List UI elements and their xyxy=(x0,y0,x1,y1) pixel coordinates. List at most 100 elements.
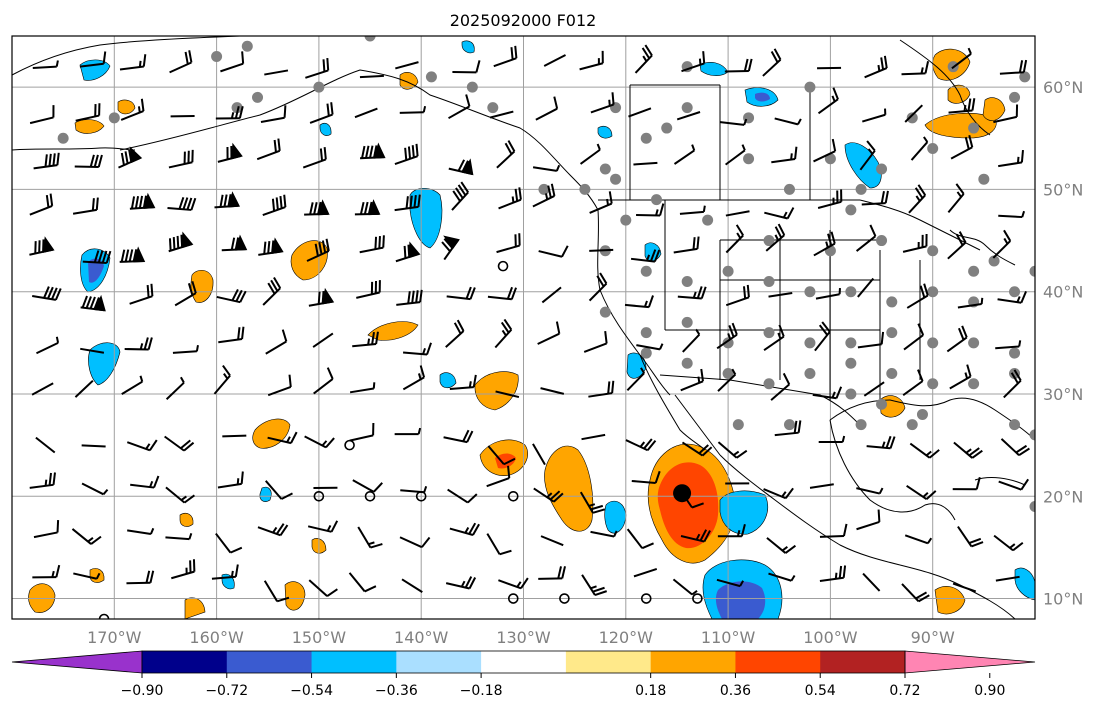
wind-barb-staff xyxy=(29,483,54,489)
wind-barb-half-feather xyxy=(727,333,732,340)
station-marker xyxy=(927,286,939,298)
positive-anomaly-region xyxy=(544,445,594,532)
wind-barb-staff xyxy=(80,347,105,354)
wind-barb-feather xyxy=(869,224,877,237)
wind-barb-half-feather xyxy=(555,164,561,172)
wind-barb-staff xyxy=(953,441,973,459)
wind-barb xyxy=(625,438,657,452)
station-marker xyxy=(487,102,499,114)
wind-barb-staff xyxy=(957,303,982,309)
wind-barb-feather xyxy=(317,201,322,215)
wind-barb-staff xyxy=(120,110,144,121)
wind-barb-staff xyxy=(538,250,563,258)
station-marker xyxy=(824,153,836,165)
wind-barb-staff xyxy=(910,141,929,161)
wind-barb xyxy=(495,390,520,399)
wind-barb xyxy=(486,465,511,488)
wind-barb-feather xyxy=(971,541,984,548)
wind-barb-feather xyxy=(830,231,836,244)
wind-barb-staff xyxy=(681,441,704,457)
wind-barb-feather xyxy=(421,536,431,548)
wind-barb-feather xyxy=(793,420,798,434)
wind-barb xyxy=(73,572,101,580)
wind-barb-feather xyxy=(1018,60,1024,73)
wind-barb-half-feather xyxy=(741,144,746,151)
wind-barb xyxy=(260,105,287,123)
wind-barb xyxy=(394,143,419,166)
station-marker xyxy=(681,102,693,114)
wind-barb-feather xyxy=(81,295,88,308)
wind-barb-feather xyxy=(832,87,839,100)
wind-barb-staff xyxy=(348,572,366,593)
wind-barb xyxy=(766,537,797,554)
wind-barb-staff xyxy=(809,483,834,489)
wind-barb-half-feather xyxy=(980,297,984,305)
wind-barb-staff xyxy=(949,375,972,390)
wind-barb xyxy=(126,439,158,452)
wind-barb xyxy=(395,61,419,70)
wind-barb-half-feather xyxy=(790,153,793,160)
wind-barb xyxy=(451,181,469,211)
wind-barb xyxy=(957,525,984,548)
colorbar-tick-label: −0.36 xyxy=(375,683,418,699)
wind-barb-staff xyxy=(717,373,737,392)
wind-barb xyxy=(167,196,197,211)
station-marker xyxy=(845,357,857,369)
wind-barb-half-feather xyxy=(695,328,701,336)
station-marker xyxy=(722,265,734,277)
wind-barb-feather xyxy=(925,233,928,247)
wind-barb xyxy=(681,51,706,73)
wind-barb-feather xyxy=(968,537,982,545)
wind-barb-feather xyxy=(1012,541,1024,552)
wind-barb-half-feather xyxy=(95,572,101,580)
wind-barb-feather xyxy=(743,58,749,72)
wind-barb xyxy=(308,579,338,598)
colorbar-segment xyxy=(735,651,821,673)
wind-barb-feather xyxy=(607,381,611,394)
wind-barb-feather xyxy=(773,48,782,61)
wind-barb xyxy=(214,191,241,209)
strong-negative-anomaly-region xyxy=(88,258,104,283)
wind-barb xyxy=(75,103,101,122)
wind-barb xyxy=(590,530,618,538)
wind-barb-feather xyxy=(590,504,604,511)
wind-barb xyxy=(71,528,102,545)
wind-barb-feather xyxy=(921,234,924,248)
station-marker xyxy=(620,214,632,226)
positive-anomaly-region xyxy=(924,113,997,139)
graticule xyxy=(12,36,1035,619)
wind-barb xyxy=(257,523,289,537)
wind-barb-feather xyxy=(1020,290,1027,304)
wind-barb-staff xyxy=(812,393,837,400)
station-marker xyxy=(231,102,243,114)
wind-barb-feather xyxy=(731,322,738,336)
wind-barb-feather xyxy=(699,529,708,542)
wind-barb-feather xyxy=(774,226,783,239)
wind-barb-feather xyxy=(443,238,454,249)
wind-barb xyxy=(31,382,54,396)
wind-barb-feather xyxy=(153,475,160,488)
wind-barb-feather xyxy=(553,492,564,503)
wind-barb xyxy=(636,343,664,351)
wind-barb-feather xyxy=(240,471,244,484)
wind-barb-feather xyxy=(417,194,421,208)
wind-barb-feather xyxy=(794,146,798,160)
wind-barb-flag xyxy=(322,287,335,305)
wind-barb xyxy=(901,583,930,603)
station-marker xyxy=(640,347,652,359)
station-marker xyxy=(732,419,744,431)
wind-barb-staff xyxy=(222,434,247,438)
wind-barb-staff xyxy=(909,442,931,459)
wind-barb xyxy=(32,60,59,69)
wind-barb-half-feather xyxy=(367,338,371,345)
wind-barb-feather xyxy=(54,288,62,301)
map-plot-area xyxy=(12,36,1035,619)
wind-barb-feather xyxy=(378,280,381,293)
wind-barb-feather xyxy=(968,135,974,148)
wind-barb-feather xyxy=(917,323,925,336)
wind-barb xyxy=(443,429,474,444)
wind-barb-staff xyxy=(486,533,501,555)
wind-barb-feather xyxy=(281,329,288,342)
wind-barb xyxy=(354,199,381,216)
station-marker xyxy=(927,378,939,390)
